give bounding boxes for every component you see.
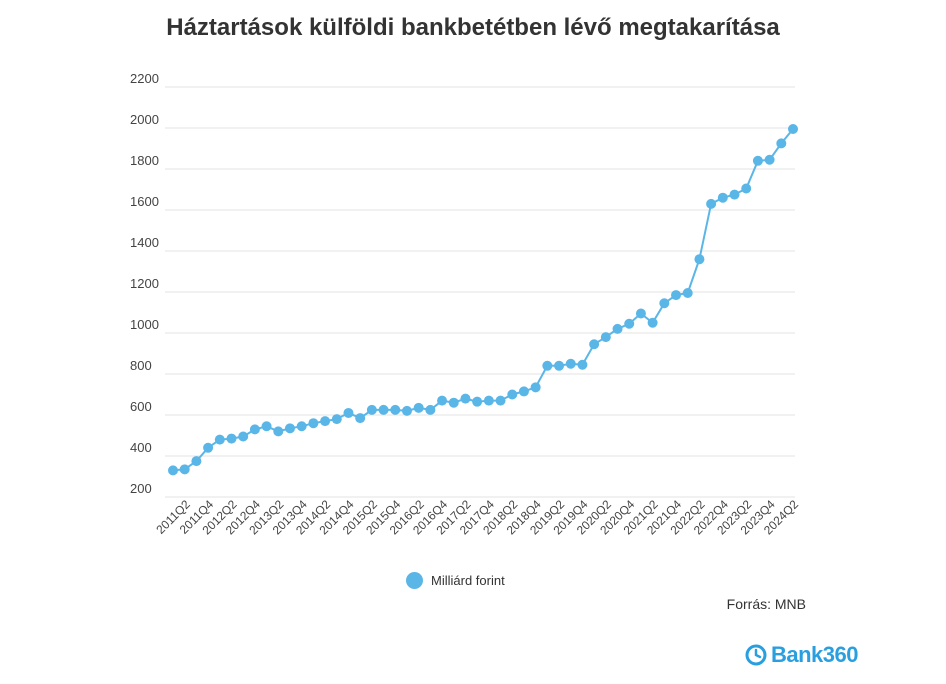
data-point[interactable]	[741, 183, 752, 194]
data-point[interactable]	[600, 332, 611, 343]
data-point[interactable]	[179, 464, 190, 475]
y-tick-label: 1800	[130, 153, 159, 168]
legend: Milliárd forint	[406, 572, 505, 589]
data-point[interactable]	[401, 405, 412, 416]
data-point[interactable]	[355, 413, 366, 424]
bank360-logo[interactable]: Bank360	[745, 642, 859, 668]
data-point[interactable]	[483, 395, 494, 406]
y-tick-label: 400	[130, 440, 152, 455]
series-line-path	[172, 128, 794, 472]
y-tick-label: 1400	[130, 235, 159, 250]
data-point[interactable]	[413, 402, 424, 413]
data-point[interactable]	[448, 397, 459, 408]
data-point[interactable]	[284, 423, 295, 434]
data-point[interactable]	[296, 421, 307, 432]
data-point[interactable]	[764, 154, 775, 165]
series-points	[168, 124, 798, 476]
data-point[interactable]	[729, 189, 740, 200]
y-tick-label: 600	[130, 399, 152, 414]
data-point[interactable]	[203, 442, 214, 453]
data-point[interactable]	[694, 254, 705, 265]
data-point[interactable]	[542, 360, 553, 371]
logo-clock-icon	[745, 644, 767, 666]
data-point[interactable]	[366, 404, 377, 415]
data-point[interactable]	[308, 418, 319, 429]
y-tick-label: 200	[130, 481, 152, 496]
data-point[interactable]	[507, 389, 518, 400]
data-point[interactable]	[706, 198, 717, 209]
data-point[interactable]	[320, 416, 331, 427]
x-axis-ticks: 2011Q22011Q42012Q22012Q42013Q22013Q42014…	[153, 497, 801, 537]
data-point[interactable]	[226, 433, 237, 444]
data-point[interactable]	[788, 124, 798, 135]
data-point[interactable]	[682, 288, 693, 299]
data-point[interactable]	[776, 138, 787, 149]
data-point[interactable]	[331, 414, 342, 425]
y-axis-ticks: 200 400 600 800 1000 1200 1400 1600 1800 2000 2200	[130, 71, 159, 496]
data-point[interactable]	[214, 434, 225, 445]
source-note: Forrás: MNB	[726, 596, 806, 612]
data-point[interactable]	[249, 424, 260, 435]
y-tick-label: 2000	[130, 112, 159, 127]
y-tick-label: 2200	[130, 71, 159, 86]
data-point[interactable]	[752, 155, 763, 166]
data-point[interactable]	[577, 359, 588, 370]
data-point[interactable]	[530, 382, 541, 393]
y-tick-label: 1200	[130, 276, 159, 291]
data-point[interactable]	[168, 465, 178, 476]
y-tick-label: 1600	[130, 194, 159, 209]
data-point[interactable]	[425, 404, 436, 415]
data-point[interactable]	[554, 360, 565, 371]
series-line	[172, 128, 794, 472]
legend-label: Milliárd forint	[431, 573, 505, 588]
data-point[interactable]	[273, 426, 284, 437]
data-point[interactable]	[647, 317, 658, 328]
data-point[interactable]	[589, 339, 600, 350]
data-point[interactable]	[378, 404, 389, 415]
gridlines	[165, 86, 795, 498]
data-point[interactable]	[612, 323, 623, 334]
data-point[interactable]	[238, 431, 249, 442]
data-point[interactable]	[495, 395, 506, 406]
data-point[interactable]	[472, 396, 483, 407]
data-point[interactable]	[565, 358, 576, 369]
data-point[interactable]	[390, 404, 401, 415]
data-point[interactable]	[717, 192, 728, 203]
data-point[interactable]	[343, 407, 354, 418]
data-point[interactable]	[437, 395, 448, 406]
legend-marker-icon	[406, 572, 423, 589]
data-point[interactable]	[261, 421, 272, 432]
data-point[interactable]	[659, 298, 670, 309]
y-tick-label: 1000	[130, 317, 159, 332]
logo-text: Bank360	[771, 642, 859, 667]
data-point[interactable]	[518, 386, 529, 397]
data-point[interactable]	[191, 456, 202, 467]
chart-title: Háztartások külföldi bankbetétben lévő m…	[166, 14, 780, 41]
data-point[interactable]	[624, 318, 635, 329]
data-point[interactable]	[635, 308, 646, 319]
y-tick-label: 800	[130, 358, 152, 373]
data-point[interactable]	[671, 290, 682, 301]
data-point[interactable]	[460, 393, 471, 404]
